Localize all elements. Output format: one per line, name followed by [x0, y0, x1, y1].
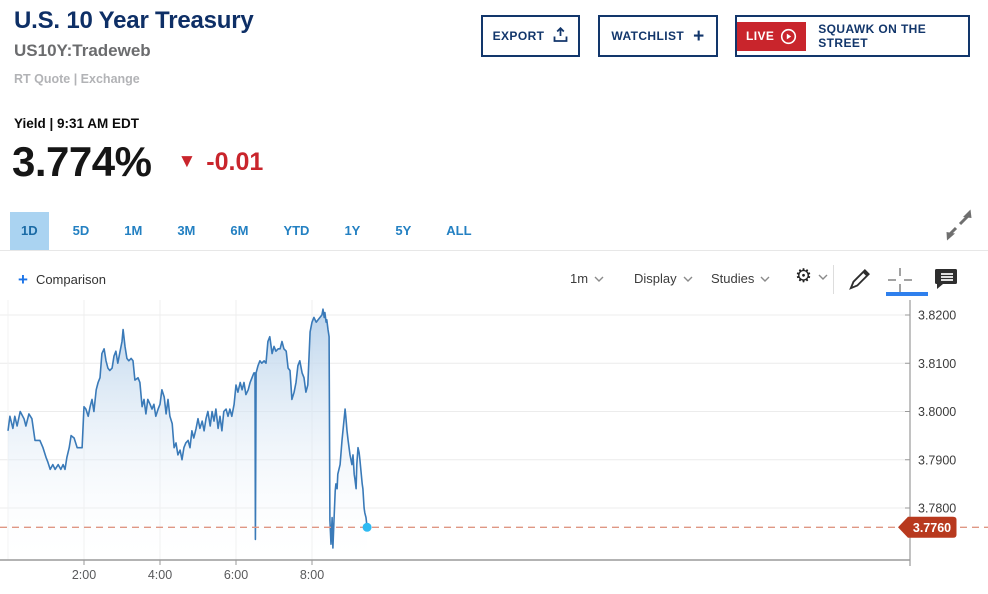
price-area — [8, 309, 368, 560]
field-and-time-label: Yield | 9:31 AM EDT — [14, 116, 140, 131]
quote-type-label: RT Quote | Exchange — [14, 72, 140, 86]
range-tab-3m[interactable]: 3M — [177, 223, 196, 238]
plus-icon: + — [693, 25, 705, 47]
x-tick-label: 6:00 — [224, 568, 248, 582]
pencil-icon — [849, 269, 870, 290]
play-icon — [781, 28, 797, 44]
comparison-label: Comparison — [35, 272, 107, 287]
last-price-dot — [362, 522, 372, 532]
chevron-down-icon — [594, 276, 604, 282]
y-tick-label: 3.7900 — [918, 453, 956, 467]
comparison-button[interactable]: + Comparison — [18, 271, 106, 288]
active-tool-indicator — [886, 292, 928, 296]
fullscreen-expand-button[interactable] — [942, 204, 976, 246]
live-squawk-button[interactable]: LIVE SQUAWK ON THE STREET — [735, 15, 970, 57]
display-label: Display — [634, 271, 677, 286]
change-value: -0.01 — [206, 147, 264, 176]
range-tab-all[interactable]: ALL — [446, 223, 472, 238]
down-triangle-icon: ▼ — [177, 151, 197, 172]
chevron-down-icon — [760, 276, 770, 282]
export-button-label: EXPORT — [492, 29, 545, 43]
y-tick-label: 3.7800 — [918, 502, 956, 516]
price-chart[interactable]: 3.8200 3.8100 3.8000 3.7900 3.7800 2:00 4:00 6:… — [0, 300, 988, 594]
toolbar-divider — [833, 265, 834, 294]
interval-value: 1m — [570, 271, 589, 286]
range-tab-ytd[interactable]: YTD — [283, 223, 310, 238]
watchlist-button-label: WATCHLIST — [611, 29, 685, 43]
draw-tool-button[interactable] — [847, 266, 873, 297]
range-tabs-strip: 1D 5D 1M 3M 6M YTD 1Y 5Y ALL — [0, 212, 988, 251]
chevron-down-icon — [818, 274, 828, 280]
range-tab-5y[interactable]: 5Y — [395, 223, 412, 238]
range-tab-1d[interactable]: 1D — [10, 212, 49, 250]
export-icon — [553, 26, 568, 46]
chart-area: 3.8200 3.8100 3.8000 3.7900 3.7800 2:00 4:00 6:… — [0, 300, 988, 594]
live-badge: LIVE — [737, 21, 807, 51]
interval-dropdown[interactable]: 1m — [570, 271, 604, 286]
chevron-down-icon — [683, 276, 693, 282]
export-button[interactable]: EXPORT — [481, 15, 580, 57]
gear-icon: ⚙ — [795, 266, 813, 287]
crosshair-tool-button[interactable] — [886, 266, 914, 299]
y-tick-label: 3.8000 — [918, 405, 956, 419]
x-tick-label: 8:00 — [300, 568, 324, 582]
crosshair-icon — [888, 268, 912, 292]
range-tabs: 1D 5D 1M 3M 6M YTD 1Y 5Y ALL — [10, 212, 496, 250]
watchlist-button[interactable]: WATCHLIST + — [598, 15, 718, 57]
live-badge-label: LIVE — [746, 29, 775, 43]
price-line — [7, 308, 368, 549]
studies-label: Studies — [711, 271, 755, 286]
y-tick-label: 3.8200 — [918, 309, 956, 323]
last-price-badge-label: 3.7760 — [913, 521, 951, 535]
x-tick-label: 2:00 — [72, 568, 96, 582]
symbol-label: US10Y:Tradeweb — [14, 41, 151, 60]
price-row: 3.774% ▼ -0.01 — [12, 138, 263, 186]
range-tab-5d[interactable]: 5D — [72, 223, 90, 238]
show-title-label: SQUAWK ON THE STREET — [818, 22, 927, 50]
last-price-badge — [898, 516, 957, 538]
comparison-plus-icon: + — [18, 270, 28, 289]
range-tab-1m[interactable]: 1M — [124, 223, 143, 238]
expand-arrows-icon — [946, 209, 972, 241]
comment-tool-button[interactable] — [933, 266, 959, 295]
range-tab-1y[interactable]: 1Y — [344, 223, 361, 238]
range-tab-6m[interactable]: 6M — [230, 223, 249, 238]
page-title: U.S. 10 Year Treasury — [14, 7, 254, 34]
chart-toolbar: + Comparison 1m Display Studies ⚙ — [0, 262, 988, 299]
comment-icon — [935, 269, 957, 289]
y-tick-label: 3.8100 — [918, 357, 956, 371]
display-dropdown[interactable]: Display — [634, 271, 693, 286]
chart-settings-dropdown[interactable]: ⚙ — [795, 267, 828, 286]
x-tick-label: 4:00 — [148, 568, 172, 582]
studies-dropdown[interactable]: Studies — [711, 271, 770, 286]
last-yield-value: 3.774% — [12, 138, 152, 185]
